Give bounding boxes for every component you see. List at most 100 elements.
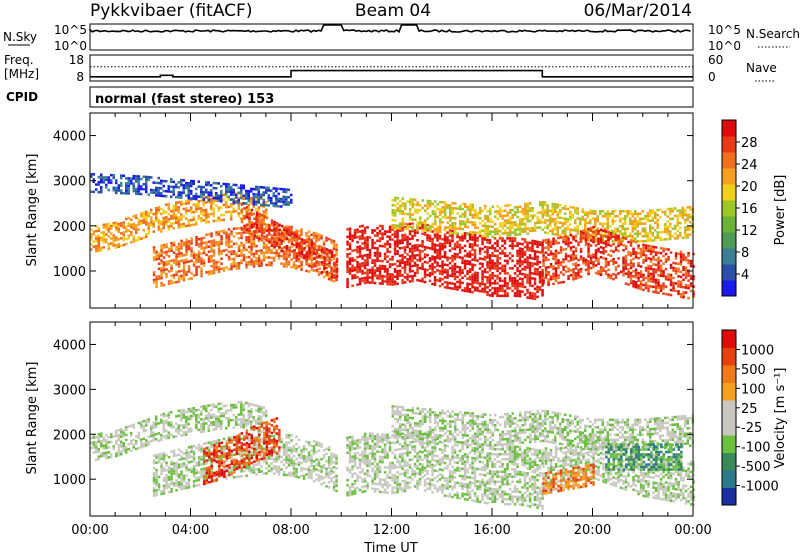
echo-cell-velocity [155,433,158,436]
echo-cell-power [302,249,306,252]
echo-cell-power [516,242,519,245]
echo-cell-power [554,242,558,245]
echo-cell-power [393,252,397,256]
echo-cell-power [536,221,539,224]
echo-cell-power [351,257,354,260]
echo-cell-power [245,256,248,259]
echo-cell-power [559,209,562,212]
echo-cell-power [177,277,181,281]
echo-cell-power [192,210,195,214]
echo-cell-power [182,266,186,269]
echo-cell-power [140,185,143,188]
echo-cell-velocity [240,420,243,424]
echo-cell-power [556,221,559,224]
echo-cell-power [476,214,479,217]
echo-cell-power [293,231,296,235]
echo-cell-power [484,227,487,230]
echo-cell-power [225,190,228,193]
echo-cell-power [242,202,245,205]
echo-cell-power [197,217,200,220]
echo-cell-power [115,246,118,249]
echo-cell-power [145,178,148,181]
echo-cell-power [547,241,550,244]
echo-cell-power [335,266,338,269]
echo-cell-velocity [160,413,163,417]
echo-cell-power [511,239,514,243]
echo-cell-power [488,266,492,270]
echo-cell-power [441,265,444,268]
echo-cell-power [262,193,265,197]
echo-cell-power [629,212,632,215]
echo-cell-power [92,178,95,181]
echo-cell-velocity [100,445,103,448]
echo-cell-power [142,175,145,178]
echo-cell-power [634,283,638,286]
echo-cell-power [388,265,392,269]
echo-cell-power [162,256,166,259]
echo-cell-power [528,279,532,282]
echo-cell-power [669,276,673,279]
echo-cell-power [262,205,265,208]
echo-cell-power [102,233,105,237]
echo-cell-power [325,270,329,274]
freq-strip: Freq. [MHz] 18 8 60 0 Nave [4,53,777,84]
echo-cell-power [275,197,278,200]
echo-cell-power [566,220,569,223]
echo-cell-power [481,280,484,283]
echo-cell-power [669,266,673,269]
echo-cell-power [479,229,482,232]
echo-cell-power [503,282,507,285]
echo-cell-velocity [95,445,98,449]
echo-cell-power [631,222,634,225]
echo-cell-power [516,269,519,273]
echo-cell-power [609,277,613,280]
echo-cell-power [105,186,108,189]
echo-cell-power [561,224,564,227]
echo-cell-power [576,217,579,220]
echo-cell-power [536,219,539,222]
echo-cell-power [589,259,593,262]
echo-cell-power [468,253,472,256]
echo-cell-power [366,238,369,242]
echo-cell-power [335,260,339,263]
echo-cell-power [353,236,357,239]
echo-cell-power [493,274,497,278]
echo-cell-power [408,242,412,246]
echo-cell-power [451,282,454,285]
echo-cell-power [473,273,477,277]
echo-cell-power [285,250,289,253]
echo-cell-power [582,237,585,240]
echo-cell-power [657,281,660,284]
echo-cell-power [664,292,668,296]
echo-cell-power [170,259,173,262]
echo-cell-power [182,189,185,192]
echo-cell-power [451,269,454,273]
echo-cell-power [207,215,210,219]
echo-cell-power [614,215,617,218]
echo-cell-power [202,193,205,196]
echo-cell-power [411,200,414,204]
echo-cell-power [491,287,494,290]
echo-cell-power [624,227,627,230]
echo-cell-power [594,225,597,228]
echo-cell-velocity [215,427,218,431]
echo-cell-power [577,241,580,244]
echo-cell-power [265,239,269,242]
echo-cell-power [140,187,143,191]
echo-cell-power [107,227,110,231]
echo-cell-power [463,249,467,253]
echo-cell-power [436,256,439,260]
echo-cell-power [629,254,633,257]
echo-cell-power [669,288,673,292]
echo-cell-power [132,189,135,193]
echo-cell-power [569,249,573,252]
echo-cell-power [602,234,605,237]
echo-cell-power [556,206,559,209]
echo-cell-power [292,263,296,267]
echo-cell-power [152,273,156,277]
echo-cell-power [523,285,527,289]
echo-cell-power [639,280,643,283]
echo-cell-velocity [102,452,105,455]
echo-cell-power [202,201,205,205]
echo-cell-power [260,239,264,242]
